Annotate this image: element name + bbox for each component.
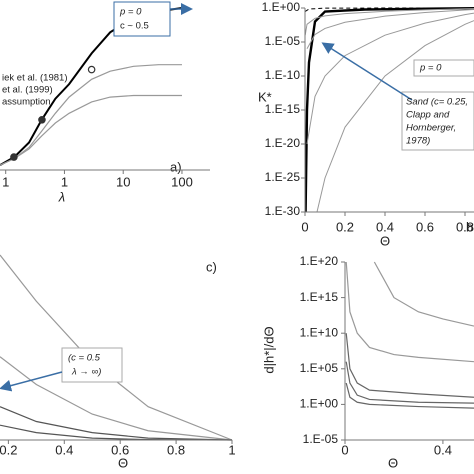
annotation: 1978) bbox=[406, 136, 430, 147]
x-tick-label: 0.2 bbox=[336, 219, 354, 234]
x-tick-label: 1 bbox=[2, 174, 9, 189]
line-series bbox=[306, 12, 474, 145]
annotation-box bbox=[113, 1, 171, 37]
line-series bbox=[345, 361, 474, 404]
x-axis-label: Θ bbox=[380, 233, 390, 248]
x-tick-label: 0.4 bbox=[376, 219, 394, 234]
legend-label: assumption bbox=[2, 97, 51, 108]
line-series bbox=[0, 424, 233, 441]
line-series bbox=[0, 94, 182, 166]
x-axis-label: λ bbox=[58, 189, 65, 204]
x-tick-label: 0.4 bbox=[434, 442, 452, 457]
x-tick-label: 100 bbox=[171, 174, 193, 189]
y-tick-label: 1.E+20 bbox=[300, 254, 339, 268]
arrow bbox=[321, 42, 413, 101]
x-tick-label: 0.2 bbox=[0, 442, 17, 457]
line-series bbox=[345, 333, 474, 398]
annotation: Sand (c= 0.25, bbox=[406, 97, 468, 108]
y-tick-label: 1.E-05 bbox=[265, 34, 301, 48]
panel-label: a) bbox=[170, 159, 182, 174]
marker bbox=[87, 65, 96, 74]
legend-label: iek et al. (1981) bbox=[2, 73, 67, 84]
x-tick-label: 0 bbox=[341, 442, 348, 457]
annotation-box bbox=[401, 91, 474, 151]
arrow bbox=[0, 371, 63, 392]
y-tick-label: 1.E-15 bbox=[265, 102, 301, 116]
panel-b bbox=[305, 7, 474, 213]
annotation: Hornberger, bbox=[406, 123, 456, 134]
marker bbox=[10, 153, 18, 161]
line-series bbox=[0, 64, 182, 166]
y-axis-label: d|h*|/dΘ bbox=[261, 326, 276, 373]
x-axis-label: Θ bbox=[388, 455, 398, 470]
y-tick-label: 1.E+15 bbox=[300, 290, 339, 304]
x-tick-label: 0.6 bbox=[416, 219, 434, 234]
y-tick-label: 1.E-05 bbox=[303, 432, 339, 446]
line-series bbox=[316, 20, 474, 213]
line-series bbox=[305, 8, 474, 36]
line-series bbox=[345, 382, 474, 409]
x-tick-label: 0 bbox=[301, 219, 308, 234]
x-tick-label: 0.6 bbox=[111, 442, 129, 457]
x-axis-label: Θ bbox=[118, 455, 128, 470]
annotation: p = 0 bbox=[419, 63, 442, 74]
y-tick-label: 1.E+00 bbox=[300, 397, 339, 411]
panel-label: c) bbox=[206, 259, 217, 274]
marker bbox=[38, 115, 46, 124]
line-series bbox=[0, 406, 233, 441]
x-tick-label: 1 bbox=[61, 174, 68, 189]
panel-d bbox=[345, 261, 474, 409]
annotation: λ → ∞) bbox=[71, 367, 101, 378]
annotation: p = 0 bbox=[119, 7, 142, 18]
annotation: Clapp and bbox=[406, 110, 450, 121]
line-series bbox=[305, 7, 474, 213]
line-series bbox=[306, 9, 474, 50]
y-tick-label: 1.E-10 bbox=[265, 68, 301, 82]
legend-label: et al. (1999) bbox=[2, 85, 53, 96]
line-series bbox=[0, 356, 233, 441]
x-tick-label: 0.8 bbox=[167, 442, 185, 457]
y-axis-label: K* bbox=[258, 89, 272, 104]
x-tick-label: 0.4 bbox=[55, 442, 73, 457]
y-tick-label: 1.E+05 bbox=[300, 361, 339, 375]
x-tick-label: 10 bbox=[116, 174, 130, 189]
annotation: (c = 0.5 bbox=[68, 353, 101, 364]
annotation-box bbox=[413, 59, 474, 77]
y-tick-label: 1.E-25 bbox=[265, 170, 301, 184]
y-tick-label: 1.E-20 bbox=[265, 136, 301, 150]
line-series bbox=[345, 261, 474, 363]
panel-label: b bbox=[466, 219, 473, 234]
y-tick-label: 1.E+10 bbox=[300, 325, 339, 339]
x-tick-label: 0.8 bbox=[456, 219, 474, 234]
y-tick-label: 1.E+00 bbox=[262, 0, 301, 14]
annotation: c ~ 0.5 bbox=[120, 21, 149, 32]
annotation-box bbox=[61, 347, 123, 383]
line-series bbox=[373, 261, 474, 327]
x-tick-label: 1 bbox=[228, 442, 235, 457]
line-series bbox=[305, 7, 474, 12]
y-tick-label: 1.E-30 bbox=[265, 204, 301, 218]
